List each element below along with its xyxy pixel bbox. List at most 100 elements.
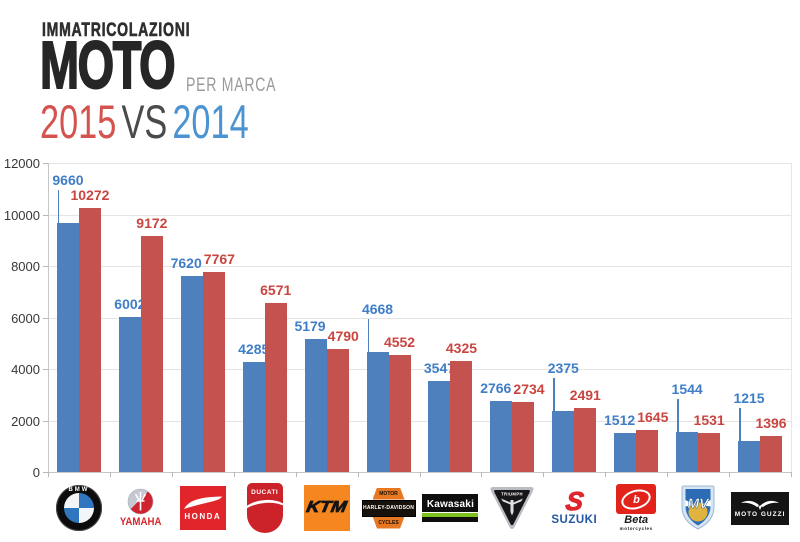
logo-mv-agusta: MV	[667, 479, 729, 537]
beta-b-letter: b	[632, 493, 640, 506]
x-axis-tick	[481, 472, 483, 477]
triumph-triangle-icon: TRIUMPH	[490, 487, 534, 529]
bar-value-2015-Harley-Davidson: 4552	[383, 333, 416, 350]
bar-2014-MV Agusta	[676, 432, 699, 472]
x-axis-tick	[543, 472, 545, 477]
bar-2014-Harley-Davidson	[366, 351, 389, 472]
y-axis-label-12000: 12000	[3, 156, 40, 171]
gridline-8000	[48, 266, 791, 267]
bar-2015-Yamaha	[140, 235, 163, 472]
bar-2014-Beta	[614, 433, 637, 472]
year-2014-label: 2014	[172, 95, 249, 148]
y-axis-line	[48, 163, 49, 472]
y-axis-tick	[43, 214, 48, 216]
label-leader-line-Suzuki	[553, 377, 555, 411]
gridline-6000	[48, 317, 791, 319]
header-years: 2015 VS 2014	[40, 94, 249, 149]
x-axis-tick	[357, 472, 359, 477]
bar-2015-Beta	[636, 429, 659, 472]
bar-2015-Suzuki	[574, 407, 597, 472]
bar-value-2014-BMW: 9660	[52, 172, 84, 189]
header-title: MOTO	[39, 28, 176, 103]
bar-2014-Moto Guzzi	[738, 440, 761, 472]
beta-oval-icon: b	[619, 486, 654, 513]
suzuki-s-icon: S	[563, 486, 586, 517]
logo-ducati: DUCATI	[234, 479, 296, 537]
bar-value-2014-Yamaha: 6002	[114, 296, 146, 313]
moto-guzzi-eagle-icon	[741, 500, 780, 510]
bar-value-2015-Triumph: 2734	[513, 380, 545, 397]
bar-2014-Ducati	[242, 361, 265, 472]
bar-value-2014-Beta: 1512	[604, 412, 636, 429]
ducati-swoosh-icon	[246, 497, 283, 533]
triumph-wordmark: TRIUMPH	[501, 492, 523, 497]
bar-2014-KTM	[304, 338, 327, 472]
beta-wordmark: Beta	[624, 514, 649, 527]
bar-2015-Honda	[202, 272, 225, 472]
x-axis-tick	[109, 472, 111, 477]
kawasaki-wordmark: Kawasaki	[426, 499, 475, 510]
logo-triumph: TRIUMPH	[481, 479, 543, 537]
moto-guzzi-wordmark: MOTO GUZZI	[734, 511, 786, 518]
bar-value-2014-Honda: 7620	[170, 254, 202, 271]
gridline-10000	[48, 214, 791, 216]
header-kicker: IMMATRICOLAZIONI	[42, 20, 191, 42]
y-axis-label-4000: 4000	[11, 362, 40, 377]
suzuki-wordmark: SUZUKI	[551, 513, 598, 526]
bar-2014-Honda	[180, 275, 203, 472]
bar-2015-BMW	[78, 207, 101, 472]
bar-value-2014-KTM: 5179	[294, 317, 326, 334]
logo-bmw: BMW	[48, 479, 110, 537]
logo-harley-davidson: MOTOR HARLEY-DAVIDSON CYCLES	[358, 479, 420, 537]
ktm-wordmark: KTM	[305, 499, 349, 517]
bar-value-2015-Suzuki: 2491	[569, 386, 601, 403]
logo-ktm: KTM	[296, 479, 358, 537]
harley-bar-shield-icon: MOTOR HARLEY-DAVIDSON CYCLES	[361, 487, 416, 529]
y-axis-label-8000: 8000	[11, 259, 40, 274]
label-leader-line-Harley-Davidson	[367, 318, 370, 352]
gridline-2000	[48, 420, 791, 422]
mv-agusta-shield-icon: MV	[681, 485, 715, 530]
logo-kawasaki: Kawasaki	[419, 479, 481, 537]
bar-2014-Triumph	[490, 400, 513, 472]
x-axis-tick	[419, 472, 421, 477]
bar-value-2015-BMW: 10272	[70, 186, 110, 203]
vs-label: VS	[121, 95, 168, 148]
logo-suzuki: S SUZUKI	[543, 479, 605, 537]
y-axis-tick	[43, 163, 48, 164]
y-axis-label-10000: 10000	[3, 207, 40, 223]
gridline-4000	[48, 369, 791, 370]
ducati-shield-icon: DUCATI	[246, 483, 283, 533]
harley-motor-text: MOTOR	[372, 487, 405, 500]
bar-2015-Harley-Davidson	[388, 354, 411, 472]
x-axis-tick	[667, 472, 669, 477]
bar-2015-MV Agusta	[698, 432, 721, 472]
bar-value-2015-Kawasaki: 4325	[445, 339, 478, 356]
yamaha-tuning-fork-icon	[128, 488, 154, 515]
label-leader-line-MV Agusta	[677, 399, 679, 433]
bar-value-2014-MV Agusta: 1544	[671, 381, 703, 398]
bmw-letters: BMW	[68, 486, 90, 493]
y-axis-tick	[43, 472, 48, 473]
bar-2015-Moto Guzzi	[760, 436, 783, 472]
y-axis-label-2000: 2000	[11, 413, 40, 429]
bar-2015-Kawasaki	[450, 360, 473, 472]
x-axis-tick	[171, 472, 173, 477]
bar-2014-Suzuki	[552, 410, 575, 472]
label-leader-line-BMW	[57, 190, 60, 224]
honda-wing-icon	[183, 496, 222, 509]
harley-cycles-text: CYCLES	[372, 516, 405, 529]
logo-moto-guzzi: MOTO GUZZI	[729, 479, 791, 537]
honda-wordmark: HONDA	[184, 512, 222, 521]
bar-value-2015-MV Agusta: 1531	[693, 411, 725, 428]
y-axis-tick	[43, 420, 48, 422]
bar-2015-KTM	[326, 348, 349, 472]
bar-value-2014-Ducati: 4285	[238, 340, 270, 357]
label-leader-line-Moto Guzzi	[739, 407, 741, 441]
yamaha-wordmark: YAMAHA	[120, 516, 162, 528]
x-axis-tick	[233, 472, 235, 477]
y-axis-label-6000: 6000	[11, 310, 40, 326]
mv-wordmark: MV	[688, 495, 711, 511]
